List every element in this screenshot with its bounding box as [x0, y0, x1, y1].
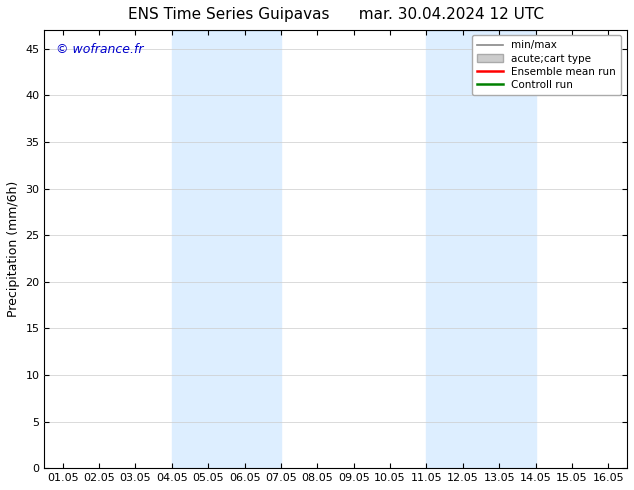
- Bar: [427, 30, 536, 468]
- Legend: min/max, acute;cart type, Ensemble mean run, Controll run: min/max, acute;cart type, Ensemble mean …: [472, 35, 621, 95]
- Y-axis label: Precipitation (mm/6h): Precipitation (mm/6h): [7, 181, 20, 317]
- Bar: [172, 30, 281, 468]
- Text: © wofrance.fr: © wofrance.fr: [56, 43, 144, 56]
- Title: ENS Time Series Guipavas      mar. 30.04.2024 12 UTC: ENS Time Series Guipavas mar. 30.04.2024…: [127, 7, 543, 22]
